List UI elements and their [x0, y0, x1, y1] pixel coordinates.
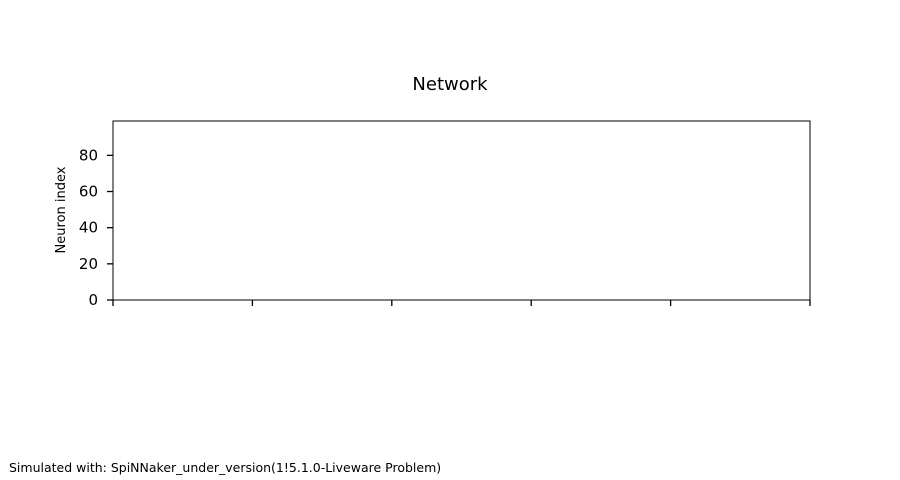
chart-title: Network [412, 74, 488, 95]
y-tick-label: 40 [79, 219, 98, 237]
x-axis-ticks [112, 300, 811, 306]
y-axis-ticks: 0 20 40 60 80 [79, 146, 113, 309]
y-tick-label: 20 [79, 255, 98, 273]
y-axis-label: Neuron index [54, 166, 69, 253]
y-tick-label: 0 [88, 291, 98, 309]
y-tick-label: 80 [79, 146, 98, 164]
y-tick-label: 60 [79, 183, 98, 201]
plot-area [112, 120, 811, 301]
simulation-footnote: Simulated with: SpiNNaker_under_version(… [9, 460, 441, 475]
